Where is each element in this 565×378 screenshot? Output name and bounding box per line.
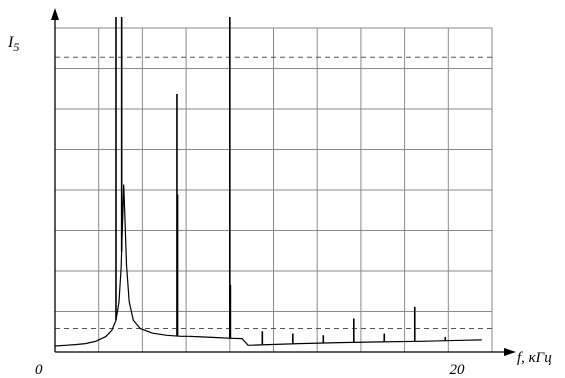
series-spectrum <box>54 17 482 347</box>
y-axis-label-sub: 5 <box>13 40 19 54</box>
x-tick-label: 0 <box>35 362 43 378</box>
series-line <box>54 184 482 347</box>
x-tick-label: 20 <box>450 362 466 378</box>
x-axis-arrow <box>504 348 516 356</box>
y-axis-arrow <box>51 8 59 20</box>
y-axis-label: I5 <box>7 34 19 54</box>
x-tick-labels: 0 20 <box>35 362 465 378</box>
dashed-reference-lines <box>55 56 492 330</box>
y-axis-label-main: I <box>7 34 14 51</box>
x-axis-label: f, кГц <box>517 350 552 366</box>
grid <box>55 27 493 352</box>
axes <box>51 8 516 356</box>
